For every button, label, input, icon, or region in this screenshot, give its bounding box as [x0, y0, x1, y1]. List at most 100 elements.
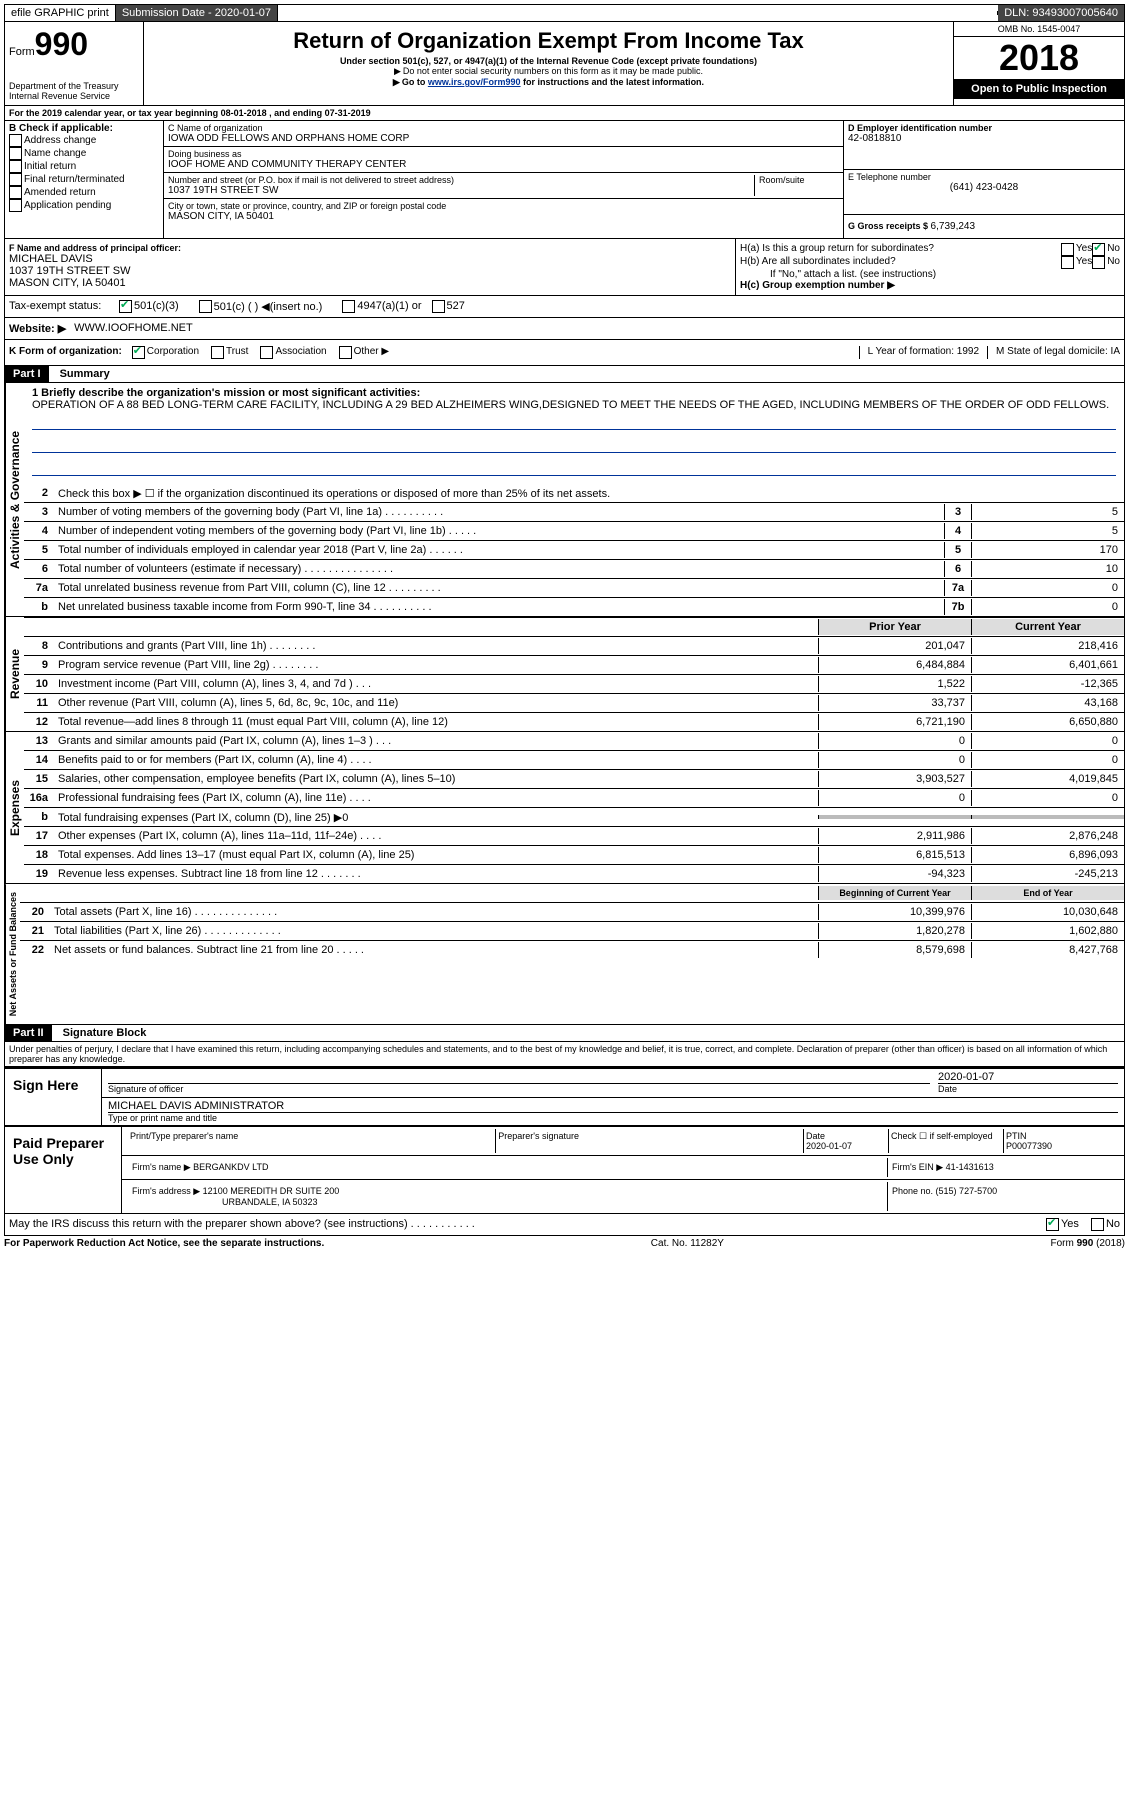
ha-label: H(a) Is this a group return for subordin… — [740, 243, 1061, 256]
prep-name-hdr: Print/Type preparer's name — [128, 1129, 496, 1153]
e-phone-label: E Telephone number — [848, 172, 1120, 182]
c-name-label: C Name of organization — [168, 123, 839, 133]
cb-trust[interactable]: Trust — [226, 346, 248, 359]
discuss-yes[interactable]: Yes — [1061, 1218, 1079, 1231]
cb-amended[interactable]: Amended return — [24, 187, 96, 198]
firm-phone-label: Phone no. — [892, 1186, 936, 1196]
header-right: OMB No. 1545-0047 2018 Open to Public In… — [954, 22, 1124, 105]
self-emp-hdr: Check ☐ if self-employed — [889, 1129, 1004, 1153]
table-row: 3Number of voting members of the governi… — [24, 503, 1124, 522]
col-h: H(a) Is this a group return for subordin… — [736, 239, 1124, 295]
table-row: 19Revenue less expenses. Subtract line 1… — [24, 865, 1124, 883]
subtitle-1: Under section 501(c), 527, or 4947(a)(1)… — [148, 56, 949, 66]
cb-501c3[interactable]: 501(c)(3) — [134, 300, 179, 313]
col-c: C Name of organization IOWA ODD FELLOWS … — [164, 121, 844, 238]
cb-address-change[interactable]: Address change — [24, 135, 96, 146]
rev-label: Revenue — [5, 617, 24, 731]
exp-label: Expenses — [5, 732, 24, 883]
cb-501c[interactable]: 501(c) ( ) ◀(insert no.) — [214, 300, 323, 313]
irs-link[interactable]: www.irs.gov/Form990 — [428, 77, 521, 87]
ein-value: 42-0818810 — [848, 133, 1120, 144]
gov-label: Activities & Governance — [5, 383, 24, 616]
dba-label: Doing business as — [168, 149, 839, 159]
dba-name: IOOF HOME AND COMMUNITY THERAPY CENTER — [168, 159, 839, 170]
g-receipts-label: G Gross receipts $ — [848, 221, 931, 231]
firm-addr-label: Firm's address ▶ — [132, 1186, 200, 1196]
spacer — [278, 11, 998, 15]
phone-value: (641) 423-0428 — [848, 182, 1120, 193]
subtitle-2: Do not enter social security numbers on … — [148, 66, 949, 77]
sig-officer-label: Signature of officer — [108, 1083, 930, 1094]
dln: DLN: 93493007005640 — [998, 5, 1124, 21]
table-row: 8Contributions and grants (Part VIII, li… — [24, 637, 1124, 656]
col-b: B Check if applicable: Address change Na… — [5, 121, 164, 238]
table-row: 21Total liabilities (Part X, line 26) . … — [20, 922, 1124, 941]
d-ein-label: D Employer identification number — [848, 123, 1120, 133]
efile-label: efile GRAPHIC print — [5, 5, 116, 21]
k-label: K Form of organization: — [9, 346, 122, 359]
cb-4947[interactable]: 4947(a)(1) or — [357, 300, 421, 313]
cb-corp[interactable]: Corporation — [147, 346, 199, 359]
table-row: 14Benefits paid to or for members (Part … — [24, 751, 1124, 770]
submission-date: Submission Date - 2020-01-07 — [116, 5, 278, 21]
netassets-section: Net Assets or Fund Balances Beginning of… — [4, 884, 1125, 1025]
governance-section: Activities & Governance 1 Briefly descri… — [4, 383, 1125, 617]
cb-527[interactable]: 527 — [447, 300, 465, 313]
officer-printed-name: MICHAEL DAVIS ADMINISTRATOR — [108, 1100, 1118, 1112]
prep-date-hdr: Date — [806, 1131, 825, 1141]
org-name: IOWA ODD FELLOWS AND ORPHANS HOME CORP — [168, 133, 839, 144]
cb-pending[interactable]: Application pending — [24, 200, 111, 211]
street-address: 1037 19TH STREET SW — [168, 185, 754, 196]
tax-year: 2018 — [954, 37, 1124, 79]
form-number-box: Form990 Department of the Treasury Inter… — [5, 22, 144, 105]
table-row: 11Other revenue (Part VIII, column (A), … — [24, 694, 1124, 713]
website-url: WWW.IOOFHOME.NET — [74, 322, 193, 335]
firm-ein: 41-1431613 — [946, 1162, 994, 1172]
row-a: For the 2019 calendar year, or tax year … — [4, 106, 1125, 121]
net-label: Net Assets or Fund Balances — [5, 884, 20, 1024]
firm-addr1: 12100 MEREDITH DR SUITE 200 — [203, 1186, 340, 1196]
open-public: Open to Public Inspection — [954, 79, 1124, 99]
part2-header: Part II Signature Block — [4, 1025, 1125, 1042]
b-label: B Check if applicable: — [9, 123, 159, 134]
prior-year-hdr: Prior Year — [818, 619, 971, 635]
part1-header: Part I Summary — [4, 366, 1125, 383]
table-row: 17Other expenses (Part IX, column (A), l… — [24, 827, 1124, 846]
paid-preparer-block: Paid Preparer Use Only Print/Type prepar… — [4, 1126, 1125, 1214]
cb-final[interactable]: Final return/terminated — [24, 174, 125, 185]
mission-label: 1 Briefly describe the organization's mi… — [32, 387, 1116, 399]
f-label: F Name and address of principal officer: — [9, 243, 731, 253]
table-row: 4Number of independent voting members of… — [24, 522, 1124, 541]
penalty-text: Under penalties of perjury, I declare th… — [4, 1042, 1125, 1067]
sign-here-label: Sign Here — [5, 1069, 102, 1125]
form-990: 990 — [35, 26, 88, 62]
part2-num: Part II — [5, 1025, 52, 1041]
cb-initial[interactable]: Initial return — [24, 161, 76, 172]
part1-title: Summary — [52, 368, 110, 380]
room-label: Room/suite — [754, 175, 839, 196]
prep-date: 2020-01-07 — [806, 1141, 852, 1151]
form-header: Form990 Department of the Treasury Inter… — [4, 22, 1125, 106]
ptin-val: P00077390 — [1006, 1141, 1052, 1151]
discuss-no[interactable]: No — [1106, 1218, 1120, 1231]
table-row: 13Grants and similar amounts paid (Part … — [24, 732, 1124, 751]
i-label: Tax-exempt status: — [9, 300, 119, 313]
row-fh: F Name and address of principal officer:… — [4, 239, 1125, 296]
revenue-section: Revenue Prior Year Current Year 8Contrib… — [4, 617, 1125, 732]
table-row: 20Total assets (Part X, line 16) . . . .… — [20, 903, 1124, 922]
hc-label: H(c) Group exemption number ▶ — [740, 280, 1120, 291]
hb-label: H(b) Are all subordinates included? — [740, 256, 1061, 269]
end-year-hdr: End of Year — [971, 886, 1124, 900]
discuss-row: May the IRS discuss this return with the… — [4, 1214, 1125, 1236]
dept-treasury: Department of the Treasury — [9, 81, 139, 91]
table-row: 15Salaries, other compensation, employee… — [24, 770, 1124, 789]
firm-name-label: Firm's name ▶ — [132, 1162, 191, 1172]
cb-name-change[interactable]: Name change — [24, 148, 86, 159]
part2-title: Signature Block — [55, 1027, 147, 1039]
expenses-section: Expenses 13Grants and similar amounts pa… — [4, 732, 1125, 884]
table-row: bTotal fundraising expenses (Part IX, co… — [24, 808, 1124, 827]
cb-assoc[interactable]: Association — [275, 346, 326, 359]
tax-exempt-row: Tax-exempt status: 501(c)(3) 501(c) ( ) … — [4, 296, 1125, 318]
k-row: K Form of organization: Corporation Trus… — [4, 340, 1125, 366]
cb-other[interactable]: Other ▶ — [354, 346, 389, 359]
